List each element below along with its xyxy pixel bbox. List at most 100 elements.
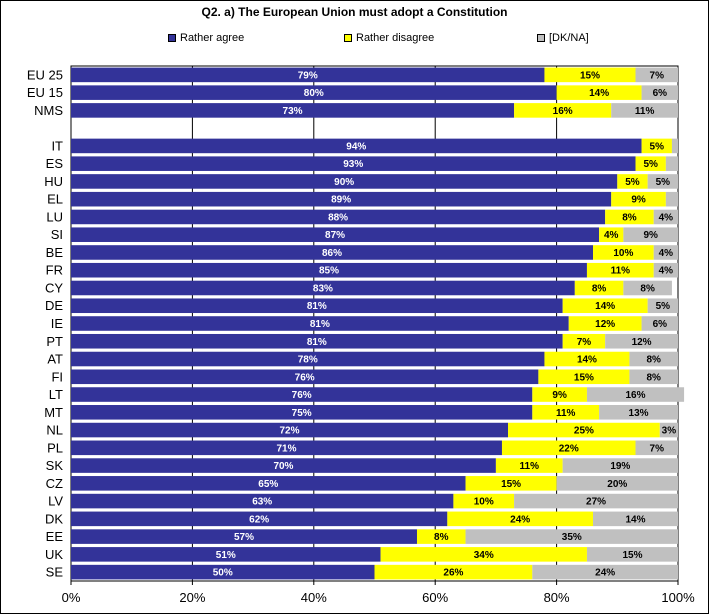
data-label: 8% — [434, 532, 449, 543]
data-label: 76% — [292, 390, 312, 401]
bar-segment — [71, 103, 515, 118]
legend-swatch-rather-agree — [168, 34, 176, 42]
bar-segment — [71, 476, 466, 491]
data-label: 4% — [659, 266, 674, 277]
bar-segment — [665, 156, 678, 171]
data-label: 11% — [556, 408, 576, 419]
bar-segment — [380, 547, 587, 562]
bar-segment — [611, 191, 666, 207]
data-label: 78% — [298, 355, 318, 366]
bar-segment — [659, 422, 678, 438]
bar-segment — [586, 547, 678, 562]
bar-segment — [71, 156, 636, 171]
data-label: 88% — [328, 212, 348, 223]
data-label: 15% — [580, 70, 600, 81]
data-label: 5% — [650, 141, 665, 152]
data-label: 25% — [574, 426, 594, 437]
legend-swatch-dk-na — [537, 34, 545, 42]
category-label: LT — [49, 387, 63, 402]
bar-segment — [71, 458, 496, 473]
bar-segment — [453, 493, 515, 509]
data-label: 4% — [659, 212, 674, 223]
category-label: SK — [46, 458, 64, 473]
legend-item-dk-na: [DK/NA] — [537, 31, 589, 45]
data-label: 13% — [629, 408, 649, 419]
bar-segment — [71, 547, 381, 562]
bar-segment — [641, 85, 678, 100]
data-label: 5% — [625, 177, 640, 188]
data-label: 24% — [595, 568, 615, 579]
data-label: 26% — [443, 568, 463, 579]
data-label: 11% — [611, 266, 631, 277]
data-label: 7% — [577, 337, 592, 348]
legend-item-rather-disagree: Rather disagree — [344, 31, 434, 45]
bar-segment — [532, 405, 600, 420]
data-label: 12% — [632, 337, 652, 348]
category-label: EU 25 — [27, 67, 63, 82]
bar-segment — [599, 227, 624, 242]
bar-segment — [71, 280, 575, 296]
bar-segment — [605, 333, 678, 349]
bar-segment — [562, 298, 648, 314]
bar-segment — [532, 564, 678, 580]
data-label: 19% — [610, 461, 630, 472]
bar-segment — [416, 529, 466, 544]
data-label: 89% — [331, 195, 351, 206]
bar-segment — [635, 440, 678, 456]
bar-segment — [647, 298, 678, 314]
bar-segment — [562, 458, 678, 473]
bar-segment — [71, 333, 563, 349]
data-label: 50% — [213, 568, 233, 579]
data-label: 94% — [346, 141, 366, 152]
bar-segment — [641, 138, 672, 154]
bar-segment — [653, 209, 678, 225]
bar-segment — [593, 245, 654, 260]
bar-segment — [562, 333, 606, 349]
category-label: SE — [46, 565, 64, 580]
category-label: DE — [45, 298, 63, 313]
category-label: NL — [46, 423, 63, 438]
bar-segment — [71, 529, 417, 544]
category-label: CZ — [46, 476, 63, 491]
data-label: 8% — [640, 283, 655, 294]
bar-segment — [544, 351, 630, 367]
data-label: 14% — [626, 514, 646, 525]
data-label: 51% — [216, 550, 236, 561]
data-label: 63% — [252, 497, 272, 508]
category-label: IE — [51, 316, 64, 331]
x-tick-label: 0% — [62, 590, 81, 605]
bar-segment — [574, 280, 624, 296]
bar-segment — [71, 138, 642, 154]
bar-segment — [635, 156, 666, 171]
category-label: DK — [45, 511, 63, 526]
bar-segment — [532, 387, 587, 402]
bar-segment — [538, 369, 630, 385]
data-label: 8% — [646, 355, 661, 366]
legend-label-dk-na: [DK/NA] — [549, 32, 589, 44]
data-label: 24% — [510, 514, 530, 525]
bar-segment — [544, 67, 636, 83]
bar-segment — [671, 138, 678, 154]
data-label: 86% — [322, 248, 342, 259]
bar-segment — [611, 103, 678, 118]
data-label: 65% — [258, 479, 278, 490]
data-label: 6% — [653, 319, 668, 330]
data-label: 22% — [559, 443, 579, 454]
data-label: 73% — [283, 106, 303, 117]
data-label: 12% — [595, 319, 615, 330]
bar-segment — [665, 191, 678, 207]
category-label: PT — [46, 334, 63, 349]
bar-segment — [71, 369, 539, 385]
category-label: PL — [47, 440, 63, 455]
bar-segment — [71, 564, 375, 580]
data-label: 10% — [474, 497, 494, 508]
bar-segment — [71, 493, 454, 509]
legend-swatch-rather-disagree — [344, 34, 352, 42]
data-label: 90% — [334, 177, 354, 188]
data-label: 5% — [643, 159, 658, 170]
bar-segment — [71, 227, 600, 242]
data-label: 70% — [273, 461, 293, 472]
data-label: 81% — [307, 337, 327, 348]
category-label: IT — [51, 138, 63, 153]
data-label: 87% — [325, 230, 345, 241]
